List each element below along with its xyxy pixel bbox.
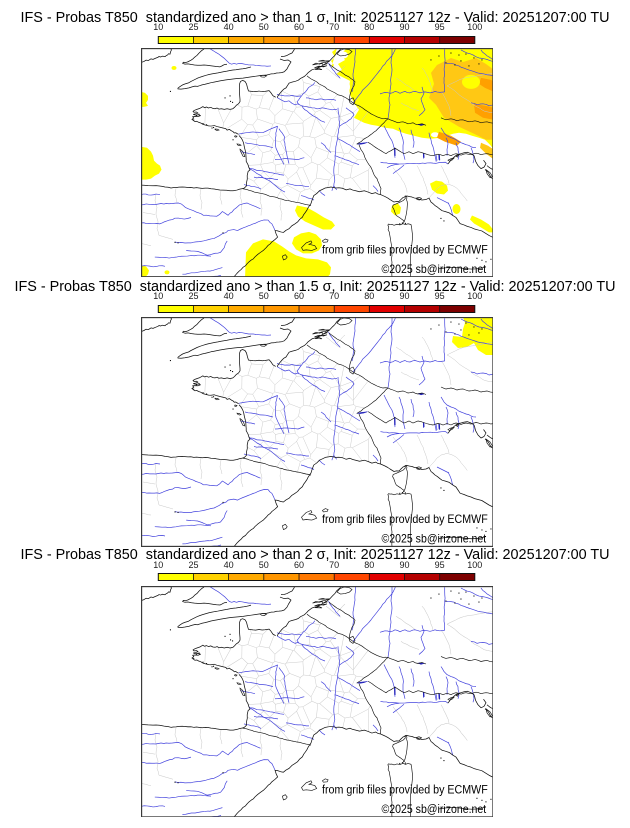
- svg-text:from grib files provided by EC: from grib files provided by ECMWF: [322, 243, 488, 256]
- svg-text:©2025 sb@irizone.net: ©2025 sb@irizone.net: [381, 263, 486, 276]
- svg-text:from grib files provided by EC: from grib files provided by ECMWF: [322, 782, 488, 796]
- svg-text:from grib files provided by EC: from grib files provided by ECMWF: [322, 512, 488, 526]
- svg-text:©2025 sb@irizone.net: ©2025 sb@irizone.net: [381, 532, 486, 546]
- svg-text:©2025 sb@irizone.net: ©2025 sb@irizone.net: [381, 801, 486, 815]
